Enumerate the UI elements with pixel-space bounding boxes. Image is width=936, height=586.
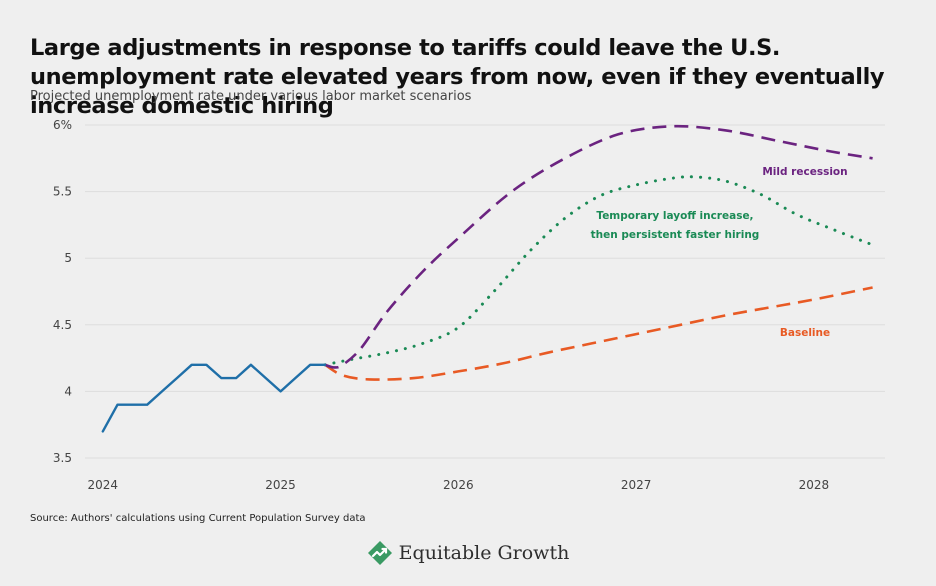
chart-title: Large adjustments in response to tariffs… [30,35,885,119]
growth-logo-icon [367,541,392,565]
y-tick-labels: 3.5 4 4.5 5 5.5 6% [53,118,72,465]
annotation-temporary-layoff: Temporary layoff increase, [596,210,753,222]
source-note: Source: Authors' calculations using Curr… [30,513,366,524]
x-tick-label: 2028 [799,478,830,492]
brand-footer: Equitable Growth [0,540,936,566]
brand-name: Equitable Growth [398,542,570,564]
x-tick-label: 2025 [265,478,296,492]
x-tick-label: 2024 [88,478,119,492]
line-chart: 3.5 4 4.5 5 5.5 6% 2024 2025 2026 2027 2028 Mild … [53,118,885,492]
y-tick-label: 6% [53,118,72,132]
y-tick-label: 5.5 [53,185,72,199]
annotation-temporary-layoff: then persistent faster hiring [591,229,760,241]
series-line-baseline [324,286,873,381]
series-line-historical [101,363,327,433]
series-line-mild-recession [324,124,873,369]
series-layer [101,124,875,433]
x-tick-labels: 2024 2025 2026 2027 2028 [88,478,830,492]
y-tick-label: 3.5 [53,451,72,465]
annotation-layer: Mild recession Temporary layoff increase,… [591,166,848,339]
x-tick-label: 2026 [443,478,474,492]
y-tick-label: 5 [64,251,72,265]
y-tick-label: 4 [64,384,72,398]
y-tick-label: 4.5 [53,318,72,332]
annotation-mild-recession: Mild recession [762,166,847,178]
chart-subtitle: Projected unemployment rate under variou… [30,89,472,104]
annotation-baseline: Baseline [780,327,830,339]
x-tick-label: 2027 [621,478,652,492]
grid-layer [85,124,885,459]
